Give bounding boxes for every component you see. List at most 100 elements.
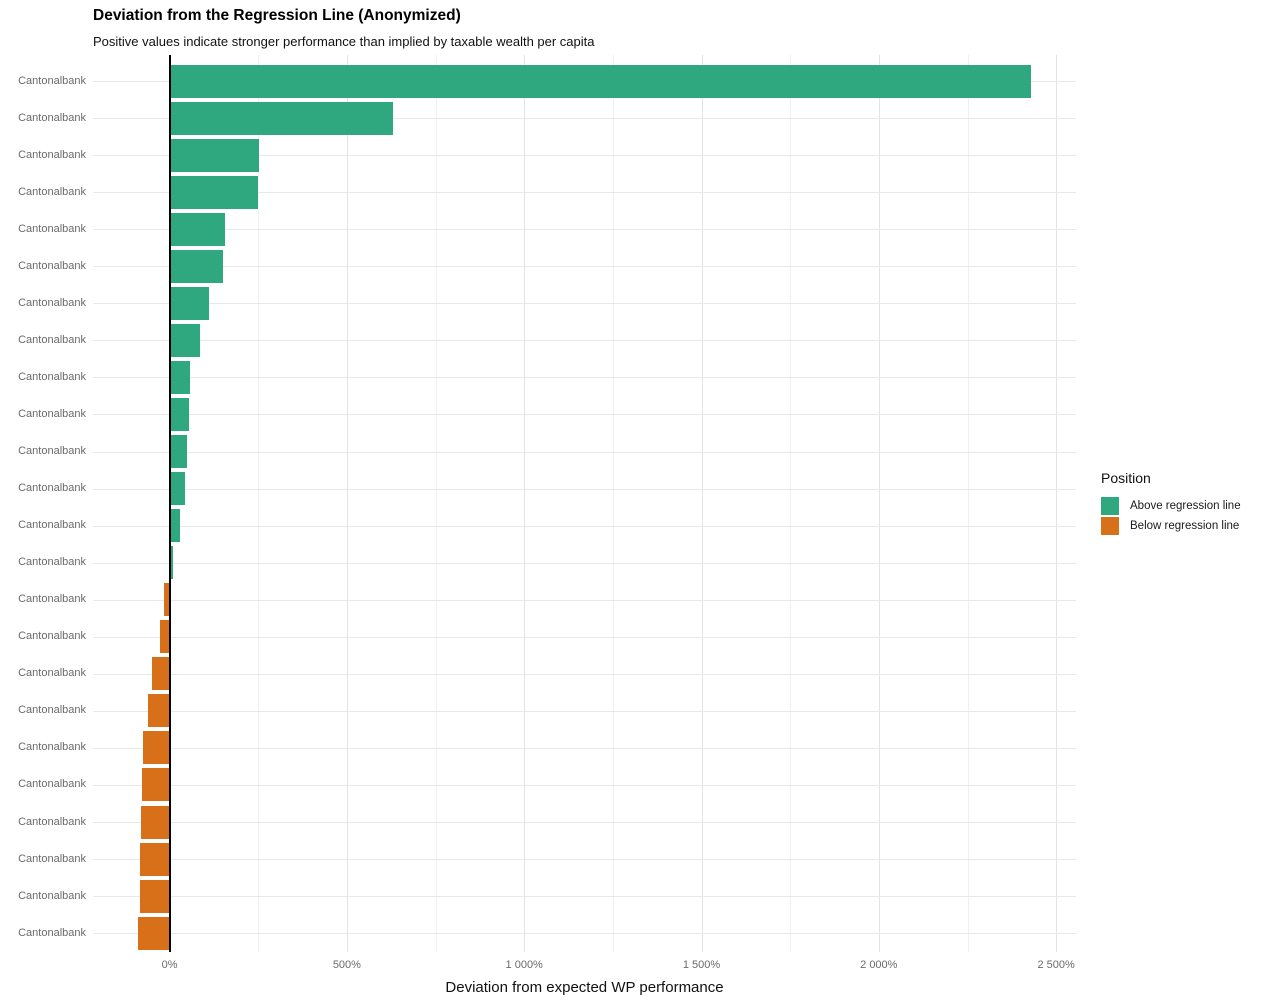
legend-swatch [1101,517,1119,535]
gridline-row [93,488,1076,490]
bar [169,286,210,320]
bar [140,805,170,839]
chart-subtitle: Positive values indicate stronger perfor… [93,34,595,49]
gridline-row [93,933,1076,935]
y-axis-label: Cantonalbank [18,667,86,680]
y-axis-label: Cantonalbank [18,704,86,717]
x-axis-tick-labels: 0% 500% 1 000% 1 500% 2 000% 2 500% [93,959,1076,975]
gridline-minor [612,55,614,952]
gridline-row [93,340,1076,342]
gridline-row [93,192,1076,194]
y-axis-label: Cantonalbank [18,630,86,643]
x-axis-tick-label: 2 500% [1037,959,1075,971]
y-axis-label: Cantonalbank [18,852,86,865]
bar [139,842,170,876]
bar [141,768,170,802]
y-axis-label: Cantonalbank [18,407,86,420]
gridline-row [93,636,1076,638]
bar [169,323,201,357]
gridline-minor [435,55,437,952]
y-axis-label: Cantonalbank [18,778,86,791]
plot-panel [93,55,1076,952]
gridline-row [93,710,1076,712]
gridline-minor [258,55,260,952]
y-axis-label: Cantonalbank [18,370,86,383]
legend-item-label: Above regression line [1130,500,1241,512]
bar [143,731,170,765]
legend-swatch [1101,497,1119,515]
gridline-row [93,525,1076,527]
bar [169,360,191,394]
y-axis-label: Cantonalbank [18,482,86,494]
gridline-row [93,599,1076,601]
gridline-major [346,55,348,952]
y-axis-label: Cantonalbank [18,111,86,124]
y-axis-label: Cantonalbank [18,889,86,902]
legend-title: Position [1101,470,1151,486]
bar [138,916,170,950]
x-axis-tick-label: 1 500% [682,959,721,971]
gridline-minor [790,55,792,952]
bar [151,657,170,691]
y-axis-label: Cantonalbank [18,185,86,198]
y-axis-label: Cantonalbank [18,593,86,606]
gridline-major [1056,55,1058,952]
y-axis-label: Cantonalbank [18,741,86,754]
y-axis-label: Cantonalbank [18,259,86,272]
x-axis-tick-label: 0% [161,959,178,971]
x-axis-title: Deviation from expected WP performance [445,979,724,996]
x-axis-tick-label: 2 000% [860,959,898,971]
y-axis-label: Cantonalbank [18,815,86,828]
y-axis-label: Cantonalbank [18,148,86,161]
gridline-row [93,266,1076,268]
gridline-row [93,859,1076,860]
gridline-row [93,377,1076,379]
bar [169,546,174,580]
x-axis-tick-label: 1 000% [505,959,543,971]
bar [169,212,225,246]
gridline-row [93,784,1076,786]
bar [169,397,190,431]
bar [169,175,259,209]
y-axis-label: Cantonalbank [18,333,86,346]
bar [139,879,170,913]
bar [148,694,170,728]
bar [169,101,393,135]
legend-item: Below regression line [1101,517,1241,535]
gridline-minor [967,55,969,952]
chart-title: Deviation from the Regression Line (Anon… [93,7,461,24]
gridline-row [93,562,1076,564]
bar [169,472,185,505]
y-axis-label: Cantonalbank [18,556,86,569]
bar [169,435,187,468]
gridline-row [93,673,1076,675]
gridline-major [701,55,703,952]
y-axis-label: Cantonalbank [18,74,86,87]
gridline-row [93,822,1076,823]
bar [169,249,224,283]
y-axis-label: Cantonalbank [18,926,86,939]
y-axis-label: Cantonalbank [18,222,86,235]
gridline-row [93,451,1076,453]
gridline-row [93,896,1076,898]
y-axis-label: Cantonalbank [18,296,86,309]
legend: Position Above regression line Below regr… [1101,470,1241,537]
x-axis-tick-label: 500% [332,959,361,971]
legend-item-label: Below regression line [1130,520,1240,532]
gridline-row [93,155,1076,157]
y-axis-label: Cantonalbank [18,519,86,532]
gridline-row [93,303,1076,305]
gridline-row [93,118,1076,119]
zero-line [168,55,171,952]
bar [160,620,170,654]
gridline-row [93,229,1076,231]
bar [169,138,259,172]
legend-item: Above regression line [1101,497,1241,515]
bar [169,509,180,543]
gridline-major [524,55,526,952]
gridline-major [878,55,880,952]
bar [169,64,1032,98]
gridline-row [93,747,1076,749]
y-axis-label: Cantonalbank [18,445,86,457]
